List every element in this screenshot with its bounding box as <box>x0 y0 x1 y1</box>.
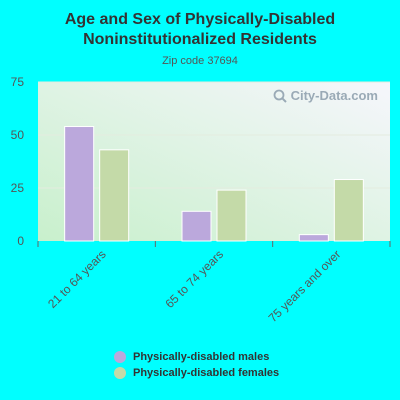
x-tick-label: 65 to 74 years <box>162 247 226 311</box>
plot-area <box>38 82 390 241</box>
bar <box>298 234 329 242</box>
watermark-text: City-Data.com <box>290 88 378 103</box>
bar <box>64 126 95 242</box>
x-tick-label: 75 years and over <box>266 247 344 325</box>
legend-label-females: Physically-disabled females <box>133 367 280 379</box>
chart-legend: Physically-disabled males Physically-dis… <box>114 349 279 381</box>
legend-swatch-females <box>114 367 126 379</box>
bar <box>333 179 364 242</box>
chart-title-line-1: Age and Sex of Physically-Disabled <box>64 11 336 28</box>
chart-subtitle: Zip code 37694 <box>162 55 238 67</box>
magnifier-icon <box>273 89 287 103</box>
legend-item-females: Physically-disabled females <box>114 365 279 381</box>
y-tick-label: 25 <box>11 181 25 195</box>
bar <box>181 210 212 242</box>
y-tick-label: 50 <box>11 128 25 142</box>
legend-swatch-males <box>114 351 126 363</box>
watermark: City-Data.com <box>273 88 378 103</box>
chart-title-line-2: Noninstitutionalized Residents <box>83 31 317 48</box>
x-tick-label: 21 to 64 years <box>45 247 109 311</box>
legend-label-males: Physically-disabled males <box>133 351 270 363</box>
bar <box>216 189 247 242</box>
y-tick-label: 75 <box>11 75 25 89</box>
chart-title: Age and Sex of Physically-Disabled Nonin… <box>0 10 400 50</box>
bar <box>99 149 130 242</box>
legend-item-males: Physically-disabled males <box>114 349 279 365</box>
y-tick-label: 0 <box>17 234 24 248</box>
